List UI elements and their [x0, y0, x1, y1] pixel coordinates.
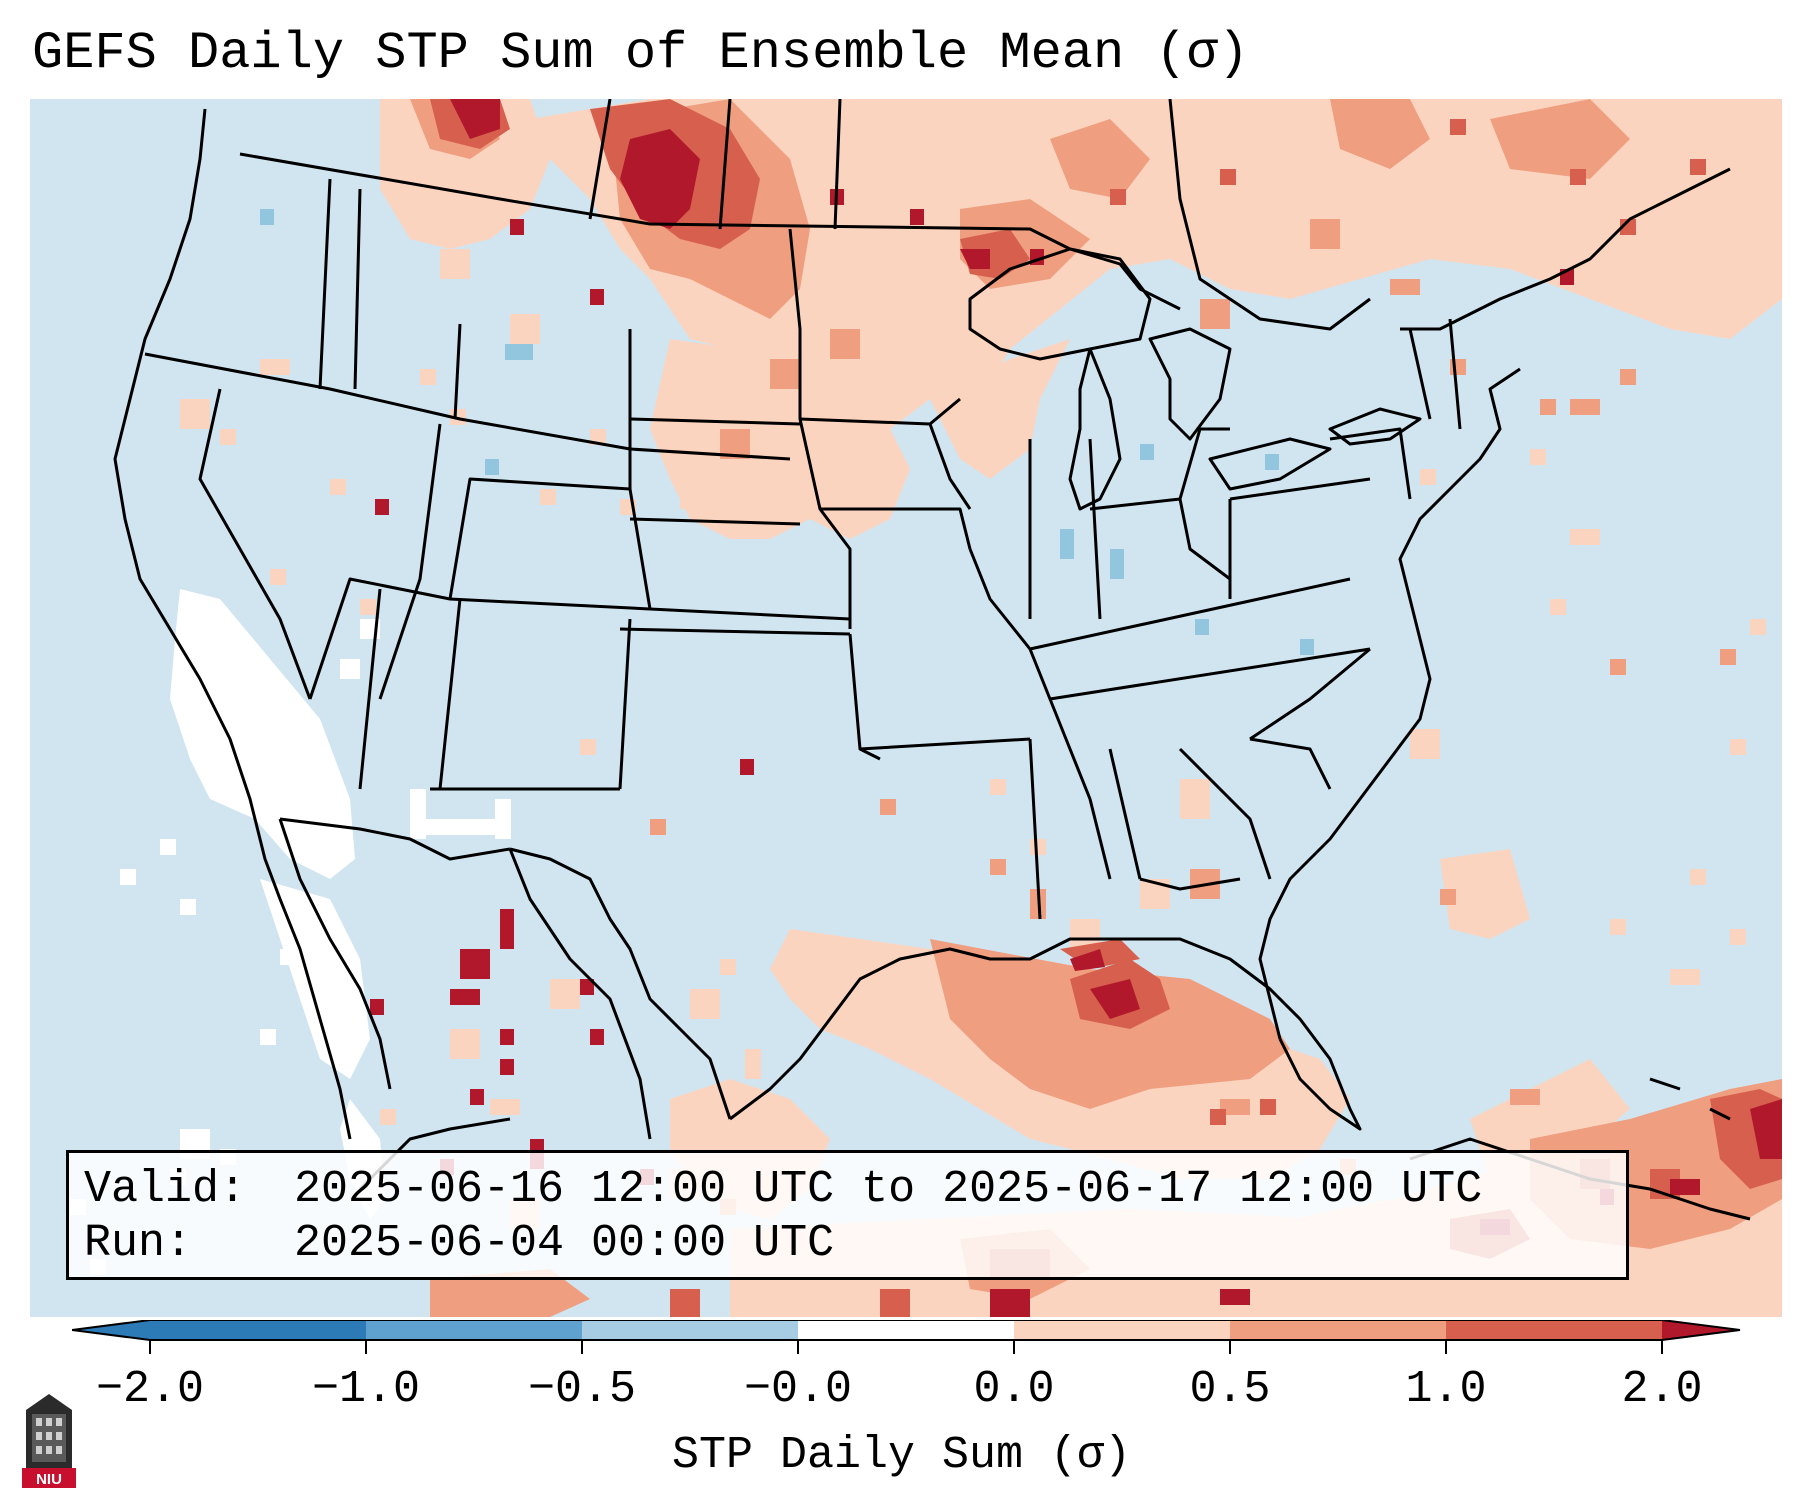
niu-logo: NIU [22, 1394, 76, 1488]
colorbar-label: STP Daily Sum (σ) [671, 1430, 1132, 1481]
colorbar-segment-1 [150, 1320, 366, 1340]
boundaries [113, 99, 1751, 1221]
colorbar-tick-label: 1.0 [1405, 1364, 1487, 1415]
negative-anomaly-cells [260, 209, 1314, 655]
map-panel [30, 99, 1782, 1317]
colorbar [72, 1320, 1741, 1354]
colorbar-tick-label: −0.5 [527, 1364, 637, 1415]
colorbar-segment-4 [798, 1320, 1014, 1340]
colorbar-segment-6 [1230, 1320, 1446, 1340]
colorbar-extend-low [72, 1320, 150, 1340]
colorbar-segment-2 [366, 1320, 582, 1340]
colorbar-tick-label: −1.0 [311, 1364, 421, 1415]
colorbar-tick-label: 0.5 [1189, 1364, 1271, 1415]
logo-text: NIU [36, 1471, 62, 1488]
run-label: Run: [84, 1218, 193, 1269]
colorbar-segment-7 [1446, 1320, 1662, 1340]
colorbar-segment-3 [582, 1320, 798, 1340]
map-title: GEFS Daily STP Sum of Ensemble Mean (σ) [32, 24, 1249, 83]
max-positive-anomaly-cells [370, 99, 1782, 1317]
colorbar-tick-label: −2.0 [95, 1364, 205, 1415]
colorbar-ticks [149, 1340, 1663, 1354]
colorbar-segment-5 [1014, 1320, 1230, 1340]
colorbar-tick-label: −0.0 [743, 1364, 853, 1415]
valid-label: Valid: [84, 1164, 247, 1215]
stp-anomaly-map [30, 99, 1782, 1317]
valid-range: 2025-06-16 12:00 UTC to 2025-06-17 12:00… [294, 1164, 1483, 1215]
valid-run-infobox: Valid: 2025-06-16 12:00 UTC to 2025-06-17… [66, 1150, 1629, 1280]
colorbar-extend-high [1662, 1320, 1740, 1340]
colorbar-tick-label: 2.0 [1621, 1364, 1703, 1415]
run-time: 2025-06-04 00:00 UTC [294, 1218, 835, 1269]
colorbar-tick-label: 0.0 [973, 1364, 1055, 1415]
